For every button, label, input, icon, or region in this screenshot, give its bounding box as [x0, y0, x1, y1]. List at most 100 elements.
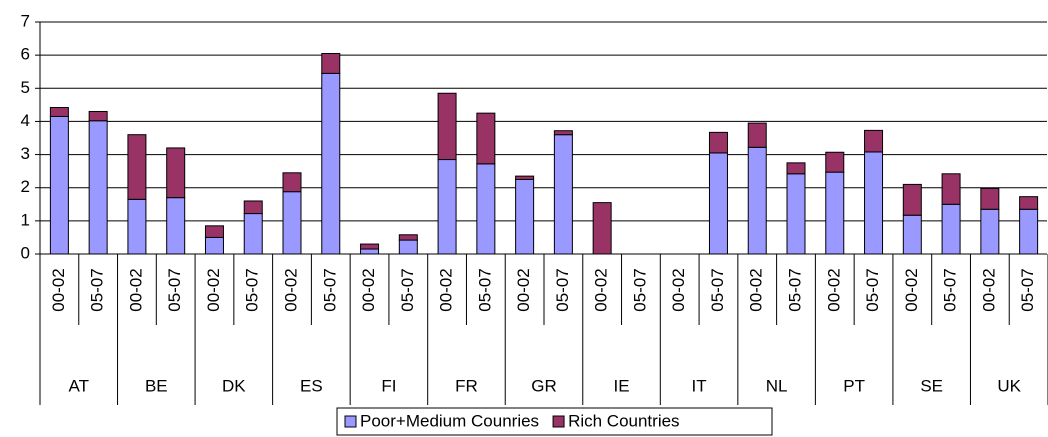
bar-segment [747, 122, 767, 148]
bar-segment [553, 134, 573, 255]
bar-segment [1019, 208, 1039, 255]
bar-segment [282, 191, 302, 255]
bar-segment [592, 202, 612, 255]
x-tick-label: 00-02 [437, 268, 456, 311]
bar-segment [398, 234, 418, 241]
group-label: GR [531, 376, 557, 395]
bar-segment [941, 203, 961, 255]
y-tick-label: 6 [21, 45, 30, 64]
bar-segment [864, 129, 884, 153]
bar-segment [437, 92, 457, 161]
group-label: IT [692, 376, 707, 395]
x-tick-label: 00-02 [359, 268, 378, 311]
group-label: AT [69, 376, 89, 395]
bar-segment [786, 162, 806, 175]
group-label: FI [381, 376, 396, 395]
x-tick-label: 05-07 [708, 268, 727, 311]
x-tick-label: 00-02 [747, 268, 766, 311]
group-label: PT [843, 376, 865, 395]
legend-swatch [552, 415, 565, 428]
bar-segment [864, 151, 884, 255]
bar-segment [708, 131, 728, 154]
bar-segment [88, 120, 108, 255]
x-tick-label: 00-02 [126, 268, 145, 311]
x-tick-label: 05-07 [941, 268, 960, 311]
bar-segment [902, 183, 922, 216]
bar-segment [243, 200, 263, 215]
bar-segment [437, 159, 457, 255]
bar-segment [360, 248, 380, 255]
bar-segment [88, 110, 108, 122]
legend-swatch [344, 415, 357, 428]
bar-segment [786, 173, 806, 255]
y-tick-label: 2 [21, 177, 30, 196]
bar-segment [204, 236, 224, 255]
legend-label: Poor+Medium Counries [360, 411, 539, 430]
legend: Poor+Medium Counries Rich Countries [336, 407, 773, 436]
x-tick-label: 00-02 [669, 268, 688, 311]
bar-segment [49, 115, 69, 255]
bar-segment [515, 178, 535, 255]
x-tick-label: 05-07 [398, 268, 417, 311]
x-tick-label: 05-07 [630, 268, 649, 311]
bar-segment [515, 175, 535, 180]
y-tick-label: 0 [21, 243, 30, 262]
x-tick-label: 05-07 [320, 268, 339, 311]
y-tick-label: 4 [21, 111, 30, 130]
bar-segment [980, 187, 1000, 210]
group-label: ES [300, 376, 323, 395]
group-label: BE [145, 376, 168, 395]
x-tick-label: 00-02 [204, 268, 223, 311]
bar-segment [980, 208, 1000, 255]
bar-segment [398, 239, 418, 255]
bar-segment [941, 173, 961, 205]
x-tick-label: 00-02 [49, 268, 68, 311]
bar-segment [708, 152, 728, 255]
bar-segment [321, 52, 341, 74]
x-tick-label: 00-02 [514, 268, 533, 311]
y-tick-label: 7 [21, 11, 30, 30]
bar-segment [243, 213, 263, 255]
bar-segment [127, 198, 147, 255]
bar-segment [902, 214, 922, 255]
bar-segment [476, 112, 496, 165]
group-label: FR [455, 376, 478, 395]
x-tick-label: 00-02 [979, 268, 998, 311]
x-tick-label: 05-07 [243, 268, 262, 311]
bar-segment [553, 130, 573, 136]
group-label: IE [614, 376, 630, 395]
group-label: NL [766, 376, 788, 395]
x-tick-label: 00-02 [281, 268, 300, 311]
x-tick-label: 05-07 [165, 268, 184, 311]
legend-label: Rich Countries [568, 411, 680, 430]
x-tick-label: 00-02 [902, 268, 921, 311]
x-tick-label: 05-07 [863, 268, 882, 311]
x-tick-label: 05-07 [88, 268, 107, 311]
group-label: SE [920, 376, 943, 395]
y-tick-label: 3 [21, 144, 30, 163]
x-tick-label: 00-02 [592, 268, 611, 311]
x-tick-label: 05-07 [785, 268, 804, 311]
bar-segment [166, 197, 186, 255]
x-tick-label: 05-07 [553, 268, 572, 311]
x-tick-label: 00-02 [824, 268, 843, 311]
bar-segment [825, 171, 845, 255]
bar-segment [360, 243, 380, 250]
bar-segment [166, 147, 186, 199]
bar-segment [1019, 196, 1039, 210]
bar-segment [321, 72, 341, 255]
bar-segment [127, 134, 147, 200]
x-tick-label: 05-07 [475, 268, 494, 311]
bar-segment [747, 146, 767, 255]
bar-segment [282, 172, 302, 193]
group-label: UK [997, 376, 1021, 395]
x-tick-label: 05-07 [1018, 268, 1037, 311]
bar-segment [49, 107, 69, 117]
bar-segment [204, 225, 224, 238]
y-tick-label: 5 [21, 78, 30, 97]
bar-segment [825, 151, 845, 173]
bar-segment [476, 163, 496, 255]
group-label: DK [222, 376, 246, 395]
y-tick-label: 1 [21, 210, 30, 229]
